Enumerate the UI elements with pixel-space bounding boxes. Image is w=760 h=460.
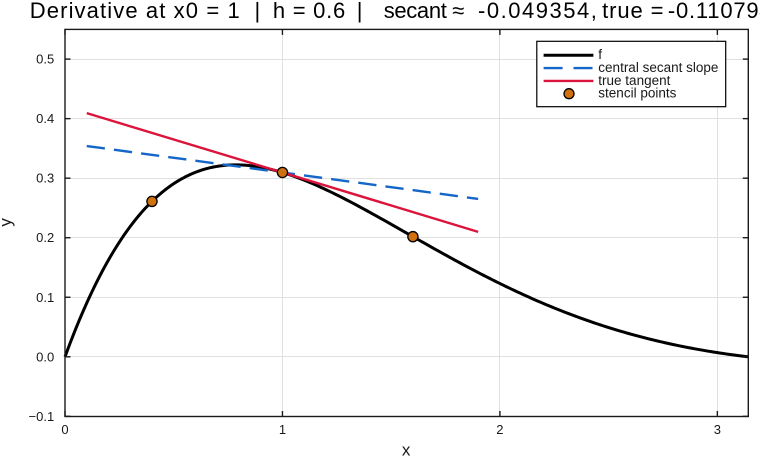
svg-text:1: 1 — [279, 422, 286, 437]
svg-text:0.2: 0.2 — [36, 230, 54, 245]
svg-text:true tangent: true tangent — [598, 73, 670, 88]
svg-text:Derivative at x0 = 1|h = 0.6|s: Derivative at x0 = 1 | h = 0.6 | secant ≈ -0.… — [30, 0, 760, 23]
svg-text:y: y — [0, 218, 15, 227]
svg-text:3: 3 — [714, 422, 721, 437]
svg-text:0.0: 0.0 — [36, 349, 54, 364]
svg-text:central secant slope: central secant slope — [598, 60, 718, 75]
svg-text:stencil points: stencil points — [598, 86, 676, 101]
svg-text:x: x — [402, 441, 411, 460]
svg-text:f: f — [598, 47, 602, 62]
svg-text:0: 0 — [61, 422, 68, 437]
svg-text:0.4: 0.4 — [36, 111, 54, 126]
svg-text:2: 2 — [496, 422, 503, 437]
svg-text:0.1: 0.1 — [36, 290, 54, 305]
svg-text:−0.1: −0.1 — [29, 409, 55, 424]
svg-text:0.5: 0.5 — [36, 52, 54, 67]
svg-text:0.3: 0.3 — [36, 171, 54, 186]
